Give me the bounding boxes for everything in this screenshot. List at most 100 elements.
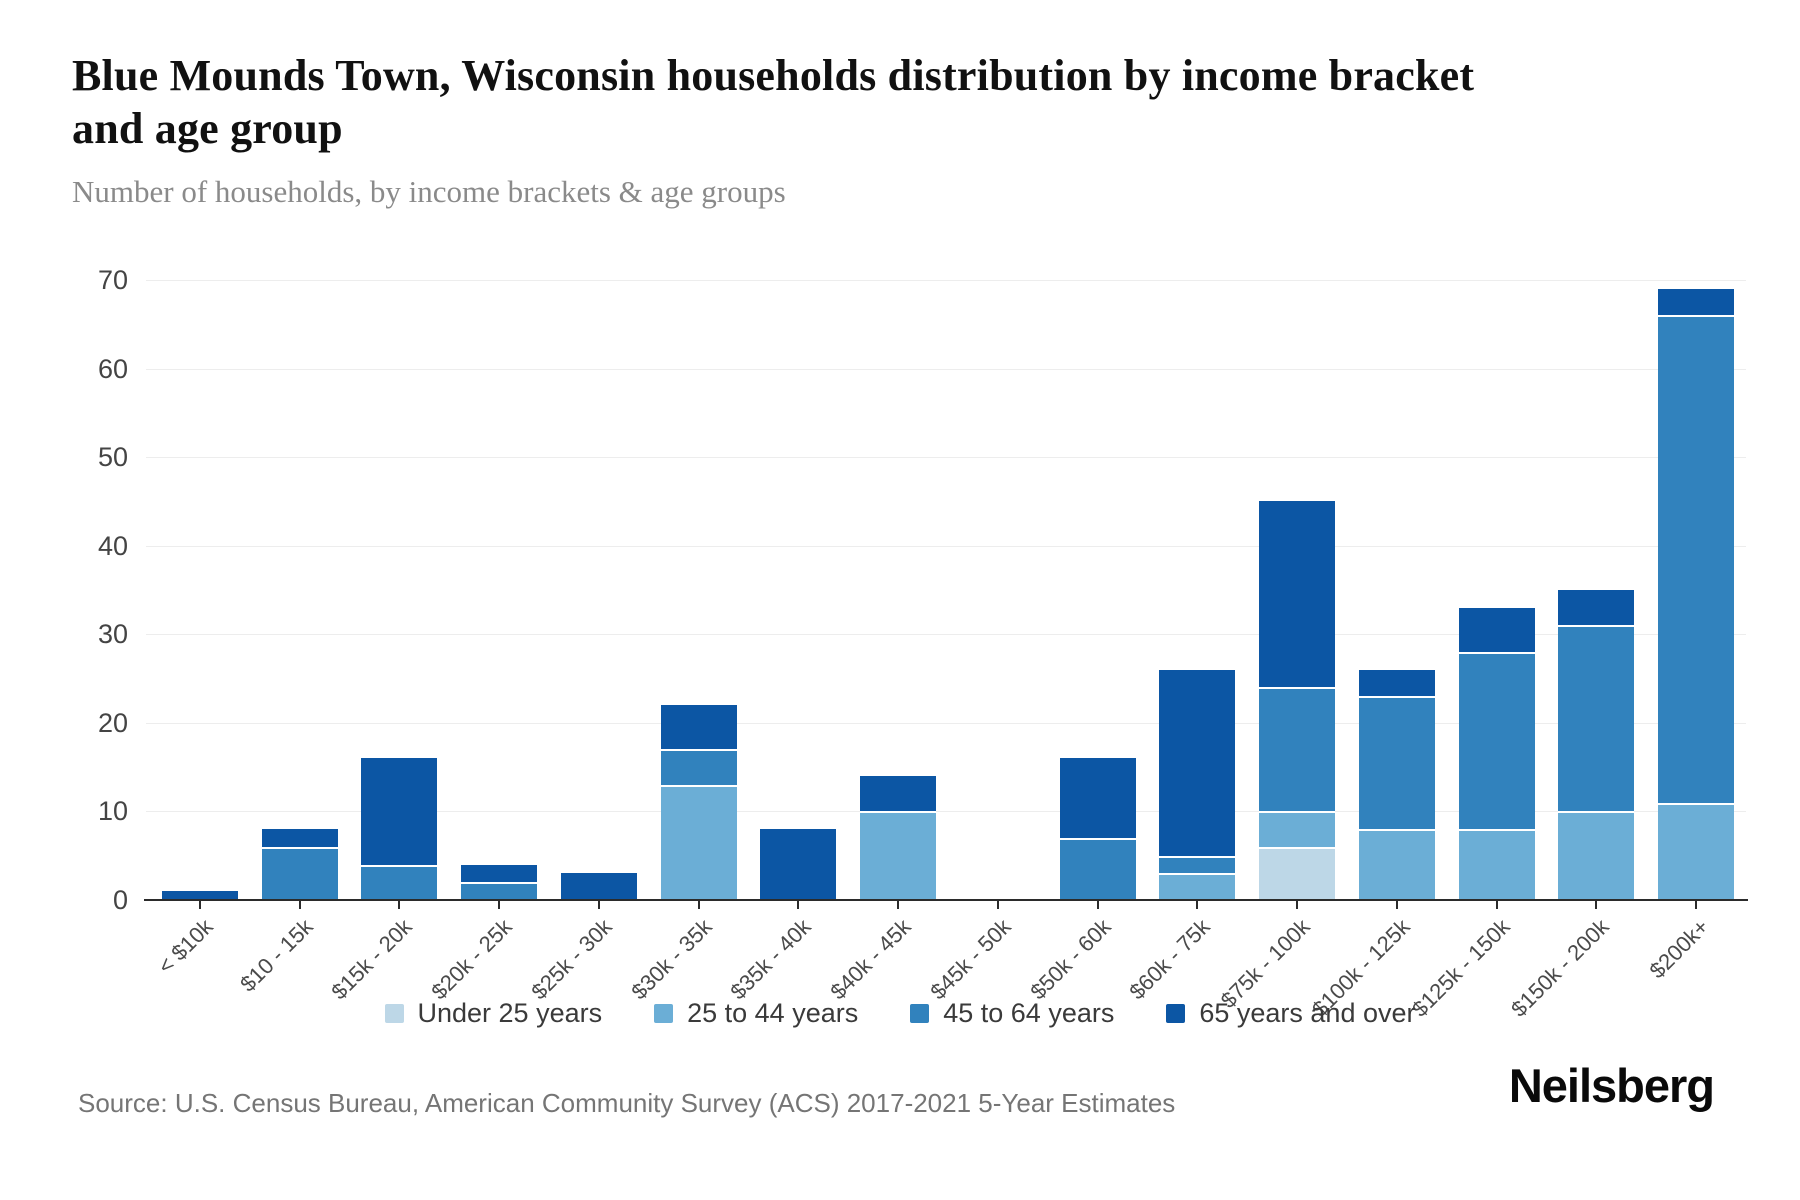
bar-cell-3: [449, 250, 549, 909]
bar-segment[interactable]: [261, 846, 338, 900]
bar-cell-4: [549, 250, 649, 909]
legend: Under 25 years 25 to 44 years 45 to 64 yea…: [0, 998, 1800, 1029]
x-axis-tick-label: $20k - 25k: [426, 914, 517, 1005]
gridline-70: [146, 280, 1746, 281]
x-axis-tick: [996, 901, 999, 909]
bar-cell-5: [649, 250, 749, 909]
bar-0[interactable]: [161, 891, 238, 900]
bar-segment[interactable]: [1159, 873, 1236, 900]
legend-item-2[interactable]: 45 to 64 years: [910, 998, 1114, 1029]
bar-10[interactable]: [1159, 669, 1236, 900]
legend-item-label: 25 to 44 years: [687, 998, 859, 1028]
legend-item-3[interactable]: 65 years and over: [1166, 998, 1416, 1029]
gridline-30: [146, 634, 1746, 636]
bar-segment[interactable]: [461, 864, 538, 883]
x-axis-tick: [797, 901, 800, 909]
bar-cell-14: [1547, 250, 1647, 909]
bar-segment[interactable]: [660, 749, 737, 785]
x-axis-tick-label: $30k - 35k: [625, 914, 717, 1005]
legend-swatch-icon: [1166, 1004, 1186, 1023]
bar-segment[interactable]: [1458, 607, 1535, 653]
bar-segment[interactable]: [1458, 829, 1535, 900]
bar-segment[interactable]: [361, 758, 438, 865]
bar-segment[interactable]: [1259, 501, 1336, 688]
x-axis-tick: [1395, 901, 1398, 909]
bar-cell-10: [1148, 250, 1248, 909]
bar-cell-7: [848, 250, 948, 909]
bar-segment[interactable]: [261, 829, 338, 847]
y-axis-tick-label: 60: [97, 353, 128, 384]
legend-item-0[interactable]: Under 25 years: [384, 998, 603, 1029]
bar-segment[interactable]: [660, 784, 737, 900]
bar-segment[interactable]: [1658, 288, 1735, 316]
y-axis-tick-label: 30: [97, 619, 128, 650]
bar-segment[interactable]: [461, 882, 538, 900]
bar-3[interactable]: [461, 864, 538, 900]
bar-segment[interactable]: [1059, 838, 1136, 900]
bar-segment[interactable]: [1259, 687, 1336, 812]
y-axis: 0 10 20 30 40 50 60 70: [0, 250, 128, 915]
brand-logo[interactable]: Neilsberg: [1508, 1059, 1715, 1112]
legend-swatch-icon: [384, 1004, 404, 1023]
bar-cell-9: [1048, 250, 1148, 909]
bar-segment[interactable]: [1358, 829, 1435, 900]
bar-segment[interactable]: [1259, 846, 1336, 900]
bar-12[interactable]: [1358, 669, 1435, 900]
bar-11[interactable]: [1259, 501, 1336, 900]
bar-segment[interactable]: [660, 705, 737, 750]
bar-6[interactable]: [760, 829, 837, 900]
y-axis-tick-label: 70: [97, 265, 128, 295]
plot-area: [144, 250, 1748, 909]
bar-cell-6: [749, 250, 849, 909]
bar-5[interactable]: [660, 705, 737, 900]
x-axis-tick-label: $45k - 50k: [925, 914, 1016, 1005]
bar-segment[interactable]: [1358, 696, 1435, 830]
bar-segment[interactable]: [860, 811, 937, 900]
bar-segment[interactable]: [1558, 590, 1635, 626]
bar-7[interactable]: [860, 776, 937, 900]
x-axis-tick-label: $200k+: [1644, 914, 1714, 984]
bar-9[interactable]: [1059, 758, 1136, 900]
x-axis-tick: [897, 901, 900, 909]
x-axis-tick: [1595, 901, 1598, 909]
gridline-20: [146, 722, 1746, 724]
bar-13[interactable]: [1458, 607, 1535, 900]
bar-cell-13: [1447, 250, 1547, 909]
legend-item-label: 45 to 64 years: [943, 998, 1115, 1028]
bar-15[interactable]: [1658, 288, 1735, 900]
x-axis-tick-label: $10 - 15k: [234, 914, 318, 997]
bar-segment[interactable]: [1558, 625, 1635, 812]
bar-segment[interactable]: [1458, 652, 1535, 830]
x-axis-tick: [498, 901, 501, 909]
bar-segment[interactable]: [560, 873, 637, 900]
bar-segment[interactable]: [760, 829, 837, 900]
bar-segment[interactable]: [1358, 669, 1435, 697]
bar-segment[interactable]: [1658, 802, 1735, 900]
gridline-50: [146, 457, 1746, 459]
bar-segment[interactable]: [860, 776, 937, 812]
bar-2[interactable]: [361, 758, 438, 900]
bar-cell-12: [1347, 250, 1447, 909]
x-axis-tick: [1096, 901, 1099, 909]
bar-segment[interactable]: [1159, 669, 1236, 856]
source-text: Source: U.S. Census Bureau, American Com…: [78, 1088, 1176, 1118]
bar-segment[interactable]: [1159, 855, 1236, 874]
bar-segment[interactable]: [1259, 811, 1336, 847]
bar-segment[interactable]: [1658, 315, 1735, 803]
gridline-10: [146, 811, 1746, 813]
bar-segment[interactable]: [361, 864, 438, 900]
bar-segment[interactable]: [161, 891, 238, 900]
bar-segment[interactable]: [1558, 811, 1635, 900]
bar-cell-8: [948, 250, 1048, 909]
bar-segment[interactable]: [1059, 758, 1136, 838]
legend-item-label: Under 25 years: [417, 998, 603, 1028]
bar-4[interactable]: [560, 873, 637, 900]
bar-1[interactable]: [261, 829, 338, 900]
x-axis-tick: [1196, 901, 1199, 909]
x-axis-tick: [398, 901, 401, 909]
page-subtitle: Number of households, by income brackets…: [72, 174, 786, 209]
bar-14[interactable]: [1558, 590, 1635, 900]
bar-cell-1: [250, 250, 350, 909]
y-axis-tick-label: 0: [112, 885, 128, 915]
legend-item-1[interactable]: 25 to 44 years: [654, 998, 858, 1029]
